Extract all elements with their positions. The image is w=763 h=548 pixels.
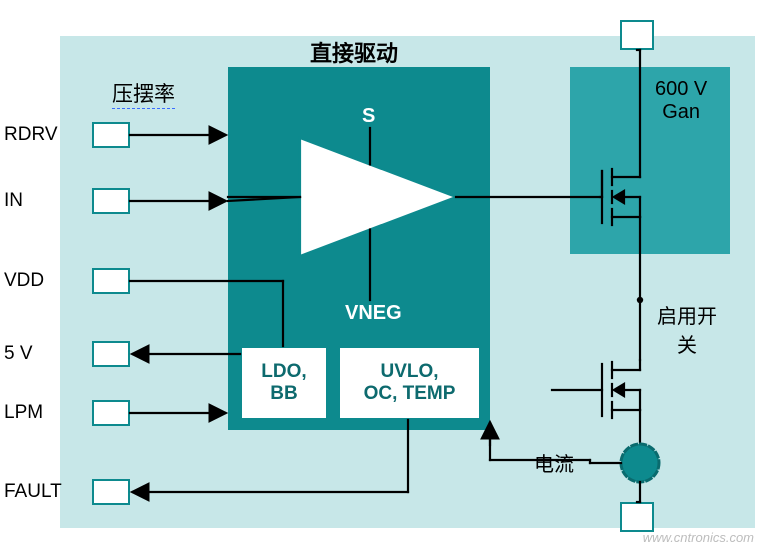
pin-label-vdd: VDD (4, 270, 44, 292)
watermark: www.cntronics.com (643, 530, 754, 545)
current-label: 电流 (534, 448, 574, 477)
title-label: 直接驱动 (310, 36, 398, 68)
s-label: S (362, 105, 375, 128)
pin-label-lpm: LPM (4, 402, 43, 424)
terminal-top (620, 20, 654, 50)
ldo-label: LDO, BB (261, 361, 306, 405)
pin-box-lpm (92, 400, 130, 426)
pin-label-in: IN (4, 190, 23, 212)
pin-box-5v (92, 341, 130, 367)
terminal-bottom (620, 502, 654, 532)
gan-label: 600 V Gan (655, 78, 707, 124)
pin-box-vdd (92, 268, 130, 294)
uvlo-label: UVLO, OC, TEMP (364, 361, 456, 405)
pin-box-fault (92, 479, 130, 505)
pin-label-rdrv: RDRV (4, 124, 58, 146)
pin-box-in (92, 188, 130, 214)
pin-box-rdrv (92, 122, 130, 148)
slew-label: 压摆率 (112, 78, 175, 109)
enable-label: 启用开 关 (657, 300, 717, 358)
pin-label-5v: 5 V (4, 343, 33, 365)
uvlo-block: UVLO, OC, TEMP (338, 346, 481, 420)
ldo-block: LDO, BB (240, 346, 328, 420)
pin-label-fault: FAULT (4, 481, 62, 503)
vneg-label: VNEG (345, 302, 402, 325)
